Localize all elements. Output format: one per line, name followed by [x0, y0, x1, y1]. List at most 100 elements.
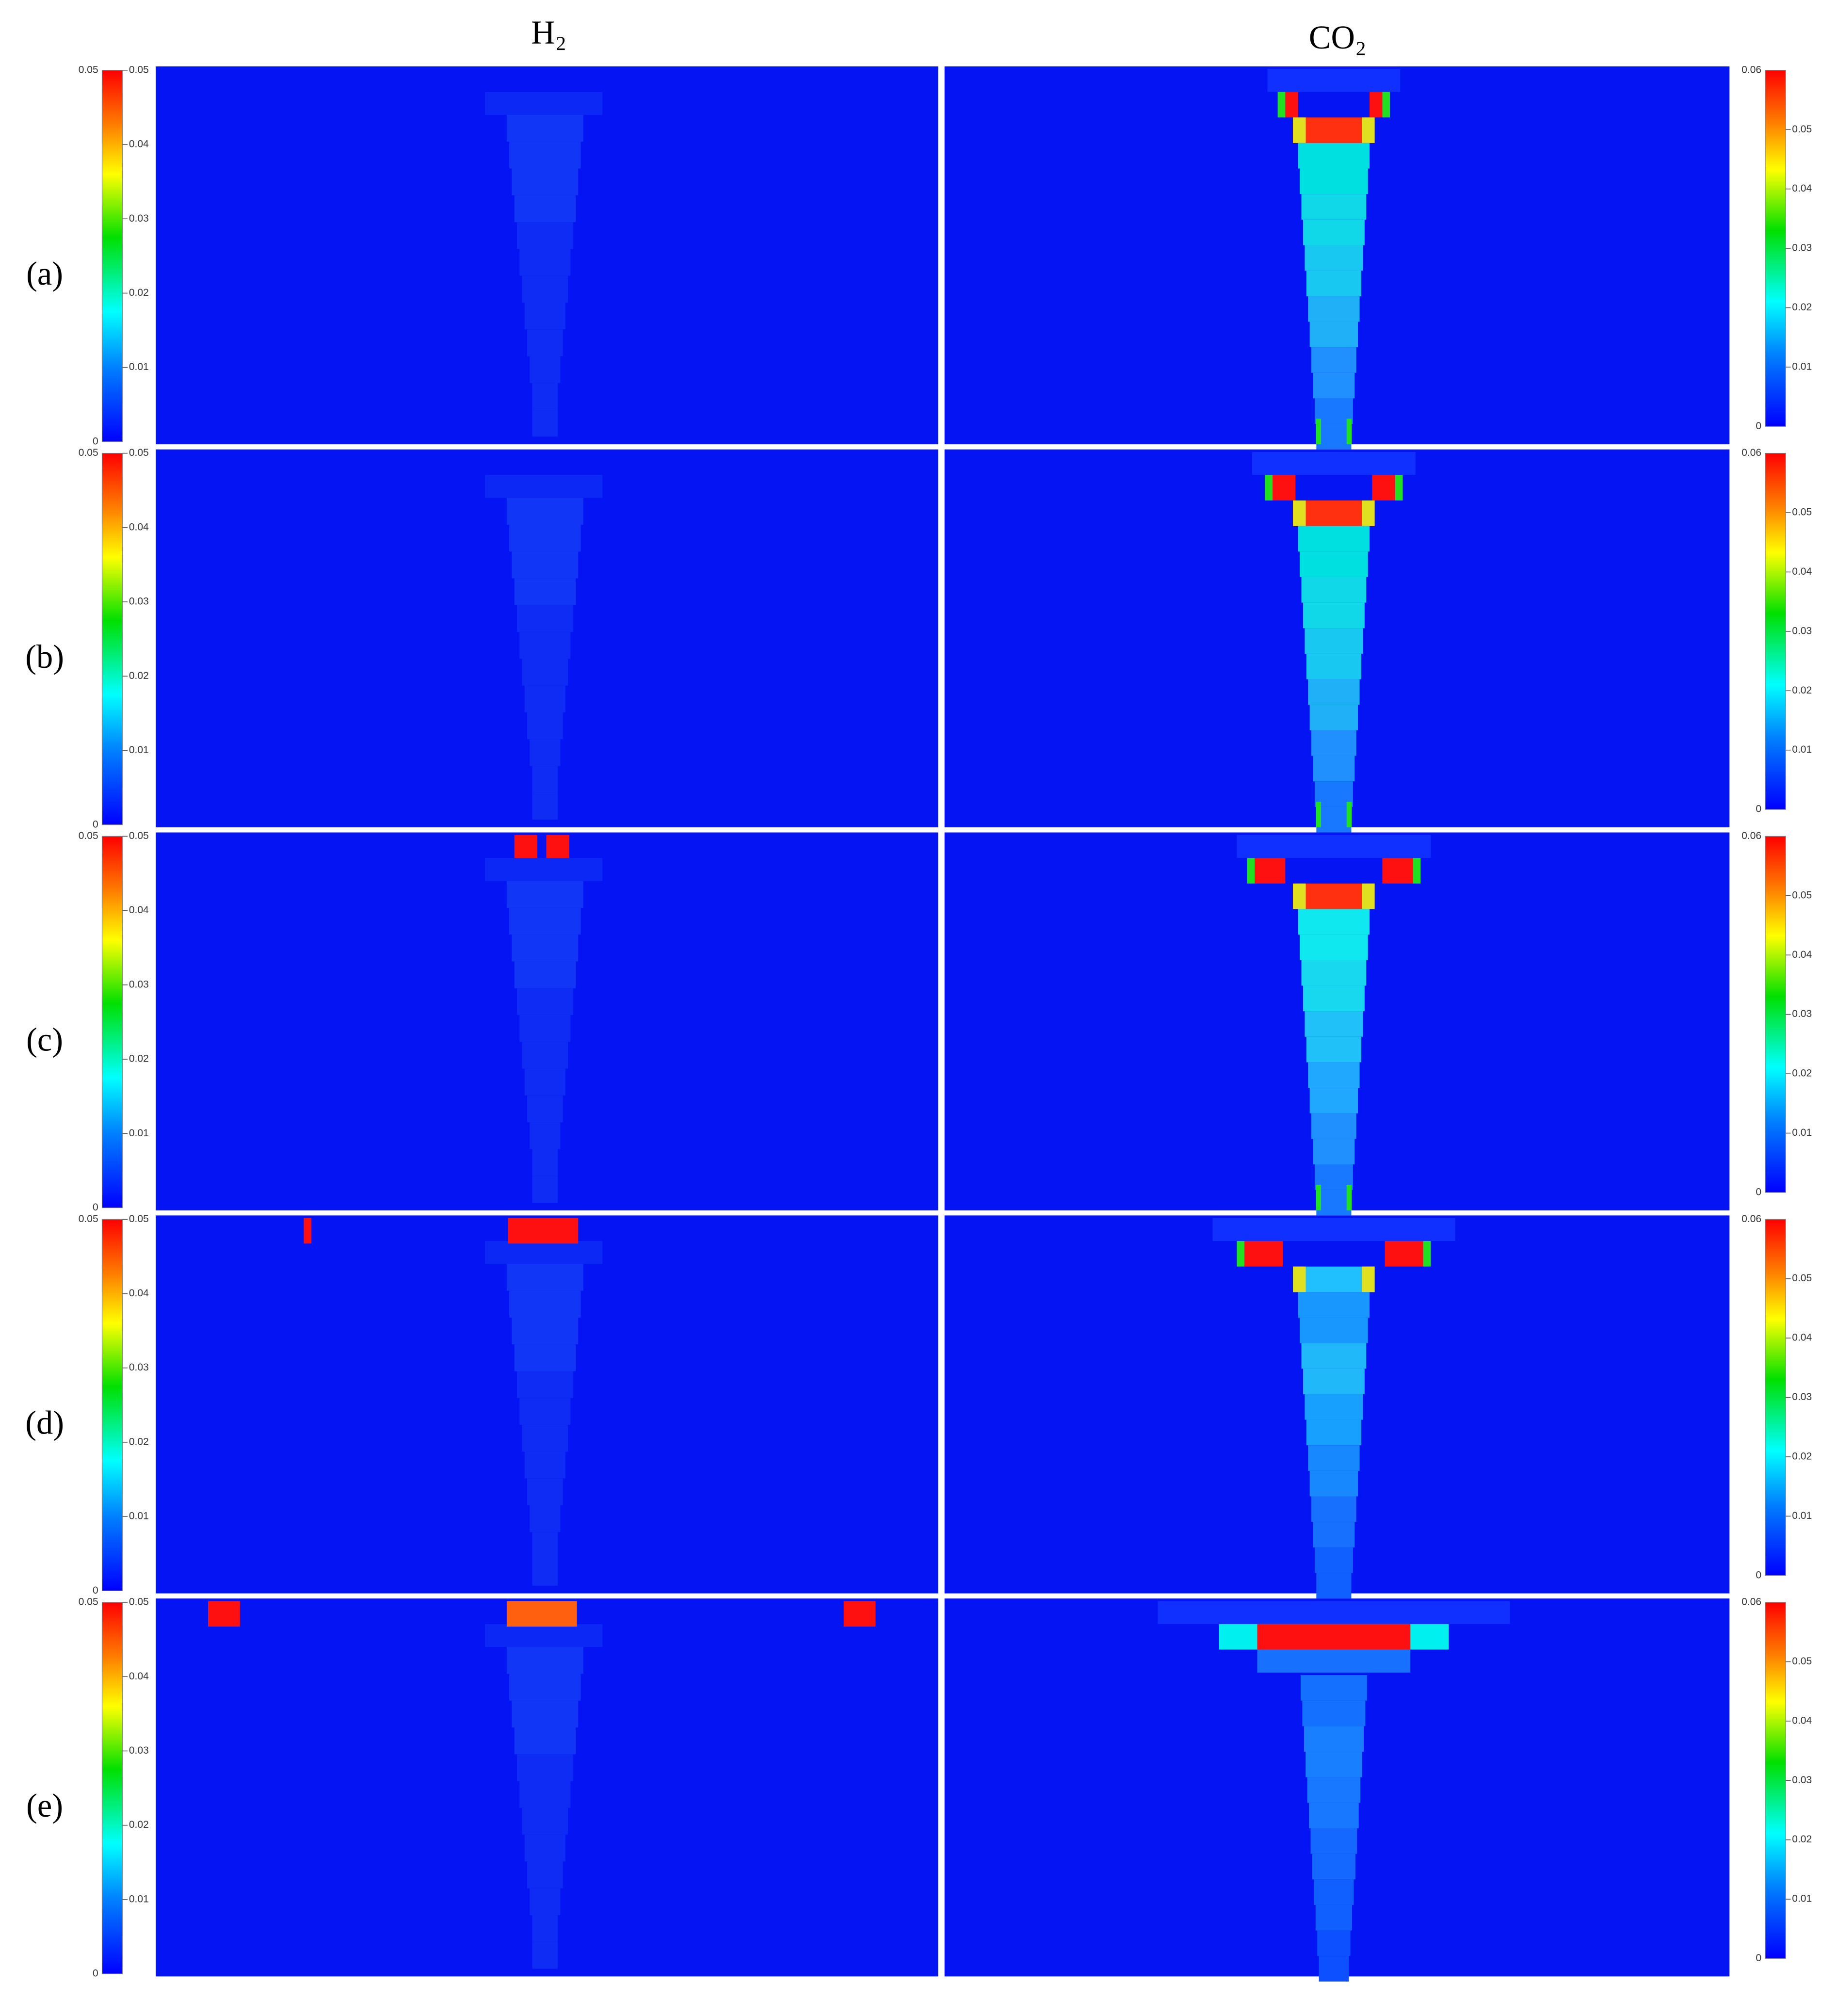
- colorbar-tick-label: 0.04: [1792, 1715, 1812, 1726]
- plume: [1311, 1113, 1356, 1139]
- plume: [527, 1478, 563, 1505]
- colorbar: [1765, 452, 1786, 810]
- colorbar: [1765, 1219, 1786, 1576]
- colorbar-tick-label: 0.01: [1792, 361, 1812, 372]
- colorbar-max-label: 0.06: [1741, 64, 1761, 75]
- band: [1293, 117, 1375, 143]
- plume: [1313, 372, 1355, 399]
- colorbar-tick-label: 0.05: [1792, 507, 1812, 518]
- plume: [1316, 424, 1352, 450]
- colorbar-tick-label: 0.02: [1792, 685, 1812, 696]
- colorbar-tick-label: 0.02: [129, 1436, 149, 1447]
- plume: [1303, 602, 1365, 629]
- plume: [1300, 1675, 1367, 1701]
- plume: [524, 1068, 565, 1096]
- plume: [506, 1647, 583, 1674]
- colorbar-min-label: 0: [1756, 804, 1761, 815]
- hotspot: [1372, 475, 1395, 501]
- plume: [522, 1425, 568, 1452]
- plume: [532, 1176, 558, 1203]
- hotspot: [1277, 92, 1286, 118]
- colorbar-tick-label: 0.02: [129, 670, 149, 681]
- plume: [1309, 1803, 1359, 1828]
- plume: [1298, 526, 1370, 552]
- plume: [1316, 1190, 1352, 1216]
- plume-cap: [485, 858, 603, 881]
- colorbar-tick-label: 0.01: [1792, 1893, 1812, 1904]
- row-label: (d): [25, 1404, 64, 1441]
- plume: [1301, 1343, 1367, 1369]
- plume: [1305, 1394, 1363, 1420]
- plume: [516, 605, 573, 632]
- colorbar: [101, 836, 123, 1209]
- hotspot: [1413, 858, 1421, 884]
- hotspot: [1237, 1241, 1245, 1267]
- edge: [1316, 419, 1322, 445]
- plume: [519, 1015, 571, 1042]
- colorbar-tick-label: 0.01: [1792, 744, 1812, 755]
- colorbar-max-label: 0.05: [79, 64, 98, 75]
- edge: [1316, 1185, 1322, 1210]
- plume: [519, 249, 571, 276]
- row-label: (a): [26, 255, 63, 292]
- plume: [1306, 271, 1361, 296]
- band: [1293, 500, 1375, 526]
- plume: [519, 1781, 571, 1808]
- colorbar-tick-label: 0.02: [1792, 302, 1812, 313]
- edge: [1346, 1185, 1352, 1210]
- plume: [1319, 1956, 1349, 1982]
- colorbar-tick-label: 0.05: [1792, 1273, 1812, 1284]
- band: [1257, 1649, 1411, 1673]
- edge: [1346, 802, 1352, 827]
- colorbar-tick-label: 0.01: [129, 361, 149, 372]
- colorbar-tick-label: 0.02: [1792, 1834, 1812, 1845]
- colorbar-tick-label: 0.04: [129, 521, 149, 532]
- plume: [1306, 1752, 1362, 1777]
- hotspot: [508, 1218, 579, 1244]
- plume: [1316, 1573, 1352, 1599]
- plume: [509, 142, 581, 169]
- plume: [532, 792, 558, 820]
- colorbar-tick-label: 0.05: [129, 1597, 149, 1608]
- hotspot: [1285, 92, 1298, 118]
- plume-cap: [485, 475, 603, 498]
- band: [1362, 883, 1375, 909]
- plume: [530, 739, 561, 766]
- colorbar-max-label: 0.06: [1741, 830, 1761, 841]
- colorbar-max-label: 0.05: [79, 1597, 98, 1608]
- column-title: CO₂: [1309, 19, 1367, 56]
- plume: [1304, 1726, 1364, 1752]
- hotspot: [1370, 92, 1383, 118]
- plume: [514, 1344, 576, 1371]
- hotspot: [1423, 1241, 1431, 1267]
- colorbar-min-label: 0: [93, 1202, 98, 1213]
- plume: [519, 632, 571, 659]
- plume: [530, 1888, 561, 1916]
- plume-cap: [485, 92, 603, 115]
- colorbar-tick-label: 0.02: [1792, 1451, 1812, 1462]
- colorbar-max-label: 0.06: [1741, 1597, 1761, 1608]
- plume: [1301, 960, 1367, 986]
- colorbar-tick-label: 0.02: [129, 1053, 149, 1064]
- colorbar-max-label: 0.06: [1741, 447, 1761, 458]
- plume: [519, 1398, 571, 1425]
- plume: [1309, 322, 1358, 348]
- plume: [1310, 1828, 1357, 1854]
- plume: [1309, 1470, 1358, 1497]
- plume: [522, 1807, 568, 1835]
- row-label: (e): [26, 1787, 63, 1824]
- colorbar-tick-label: 0.03: [1792, 242, 1812, 254]
- plume: [524, 685, 565, 713]
- plume: [1308, 679, 1360, 705]
- plume: [1301, 194, 1367, 220]
- plume: [532, 1532, 558, 1559]
- plume: [516, 222, 573, 249]
- colorbar-tick-label: 0.04: [1792, 949, 1812, 960]
- plume: [530, 1122, 561, 1149]
- plume: [1314, 1547, 1353, 1573]
- colorbar-tick-label: 0.01: [129, 744, 149, 756]
- plume: [516, 1754, 573, 1781]
- plume: [527, 1095, 563, 1123]
- plume: [522, 659, 568, 686]
